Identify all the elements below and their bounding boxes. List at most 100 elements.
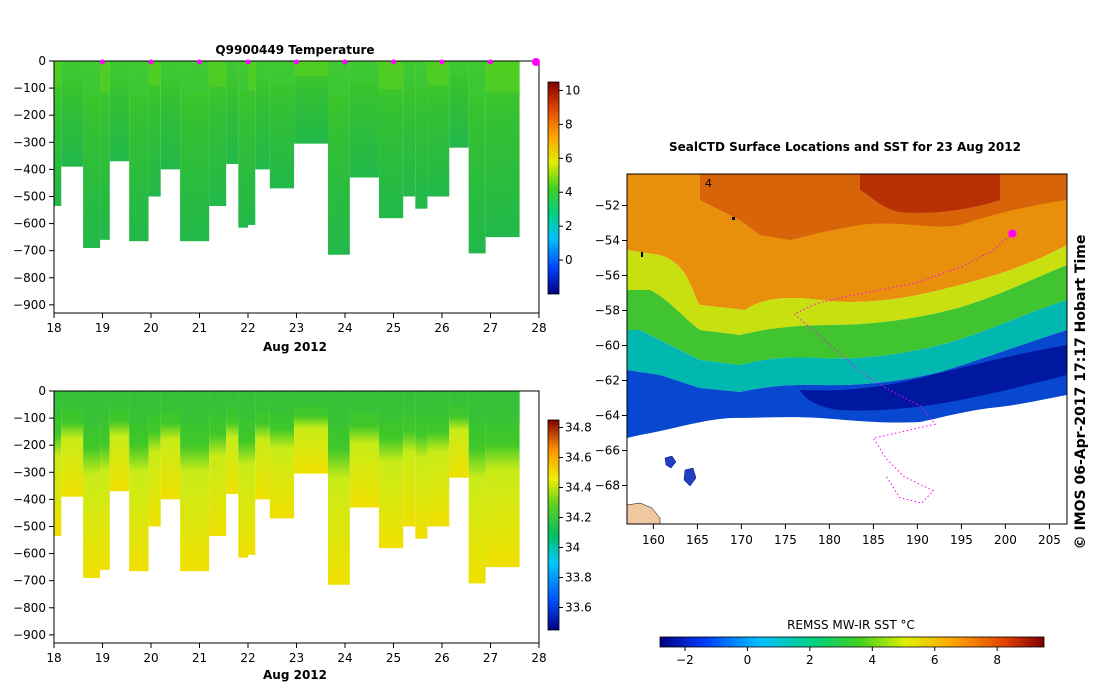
map-x-tick-label: 170 <box>730 533 753 547</box>
colorbar-tick-label: 2 <box>565 219 573 233</box>
map-y-axis: −52 −54 −56 −58 −60 −62 −64 −66 −68 <box>595 199 627 493</box>
colorbar-tick-label: 33.6 <box>565 601 592 615</box>
profile-column <box>209 391 227 536</box>
sst-colorbar-tick-label: 2 <box>806 653 814 667</box>
temperate-water-region <box>627 245 1067 335</box>
map-small-island-2 <box>641 252 643 257</box>
colorbar-tick-label: 8 <box>565 117 573 131</box>
map-y-tick-label: −52 <box>595 199 620 213</box>
x-tick-label: 26 <box>434 321 449 335</box>
profile-column <box>54 61 62 206</box>
y-tick-label: −300 <box>13 465 46 479</box>
profile-column <box>109 61 130 162</box>
profile-column <box>100 391 110 570</box>
profile-layer <box>403 391 416 416</box>
colorbar-tick-label: 34.4 <box>565 481 592 495</box>
map-x-tick-label: 195 <box>950 533 973 547</box>
seal-track <box>793 229 1017 504</box>
profile-column <box>226 391 239 494</box>
profile-layer <box>294 61 329 76</box>
map-x-tick-label: 160 <box>642 533 665 547</box>
map-y-tick-label: −66 <box>595 444 620 458</box>
profile-layer <box>378 391 404 420</box>
profile-layer <box>485 61 520 93</box>
profile-column <box>415 61 428 209</box>
profile-column <box>160 391 181 500</box>
x-tick-label: 28 <box>531 321 546 335</box>
map-small-island <box>732 217 735 220</box>
map-y-tick-label: −62 <box>595 374 620 388</box>
profile-layer <box>238 61 248 91</box>
profile-column <box>54 391 62 536</box>
profile-layer <box>328 61 350 96</box>
x-tick-label: 24 <box>337 321 352 335</box>
colorbar-tick-label: 34.6 <box>565 451 592 465</box>
profile-column <box>427 391 450 527</box>
profile-layer <box>415 391 428 418</box>
y-tick-label: −700 <box>13 574 46 588</box>
x-tick-label: 23 <box>289 651 304 665</box>
profile-layer <box>100 391 110 424</box>
x-tick-label: 27 <box>483 321 498 335</box>
profile-layer <box>485 391 520 423</box>
profile-column <box>83 391 101 578</box>
profile-layer <box>54 61 62 88</box>
temperature-surface-markers <box>100 58 540 66</box>
x-tick-label: 28 <box>531 651 546 665</box>
profile-column <box>415 391 428 539</box>
salinity-section-data <box>54 391 520 585</box>
cold-water-region <box>627 300 1067 392</box>
profile-column <box>468 391 486 584</box>
profile-column <box>129 391 149 572</box>
y-tick-label: −100 <box>13 411 46 425</box>
map-frame <box>626 173 1068 525</box>
profile-layer <box>100 61 110 94</box>
profile-column <box>328 61 350 255</box>
profile-layer <box>294 391 329 406</box>
polar-water-region <box>627 330 1067 438</box>
y-tick-label: −800 <box>13 271 46 285</box>
profile-layer <box>83 61 101 95</box>
profile-column <box>61 391 84 497</box>
x-tick-label: 19 <box>95 651 110 665</box>
profile-layer <box>226 61 239 80</box>
surface-marker <box>294 59 299 65</box>
salinity-colorbar <box>547 419 560 631</box>
salinity-colorbar-ticks: 34.8 34.6 34.4 34.2 34 33.8 33.6 <box>559 421 592 615</box>
map-x-tick-label: 200 <box>994 533 1017 547</box>
y-tick-label: −800 <box>13 601 46 615</box>
profile-column <box>403 391 416 527</box>
temperature-y-axis: 0 −100 −200 −300 −400 −500 −600 −700 −800 −900 <box>13 54 54 312</box>
profile-layer <box>468 61 486 96</box>
profile-layer <box>427 61 450 86</box>
profile-layer <box>238 391 248 421</box>
surface-marker <box>488 59 493 65</box>
profile-layer <box>468 391 486 426</box>
y-tick-label: −200 <box>13 108 46 122</box>
surface-marker <box>100 59 105 65</box>
map-y-tick-label: −54 <box>595 234 620 248</box>
map-x-tick-label: 175 <box>774 533 797 547</box>
x-tick-label: 25 <box>386 321 401 335</box>
x-tick-label: 21 <box>192 651 207 665</box>
profile-column <box>248 391 256 555</box>
x-tick-label: 19 <box>95 321 110 335</box>
y-tick-label: −900 <box>13 298 46 312</box>
x-tick-label: 18 <box>46 321 61 335</box>
profile-layer <box>427 391 450 416</box>
x-tick-label: 25 <box>386 651 401 665</box>
profile-column <box>248 61 256 225</box>
sst-colorbar-tick-label: 6 <box>931 653 939 667</box>
cool-water-region <box>627 265 1067 365</box>
y-tick-label: −500 <box>13 519 46 533</box>
salinity-y-axis: 0 −100 −200 −300 −400 −500 −600 −700 −800 −900 <box>13 384 54 642</box>
map-y-tick-label: −58 <box>595 304 620 318</box>
sst-colorbar-tick-label: 8 <box>993 653 1001 667</box>
x-tick-label: 21 <box>192 321 207 335</box>
profile-column <box>226 61 239 164</box>
surface-marker <box>532 58 540 66</box>
x-tick-label: 20 <box>143 651 158 665</box>
profile-column <box>148 61 161 197</box>
profile-layer <box>248 61 256 91</box>
